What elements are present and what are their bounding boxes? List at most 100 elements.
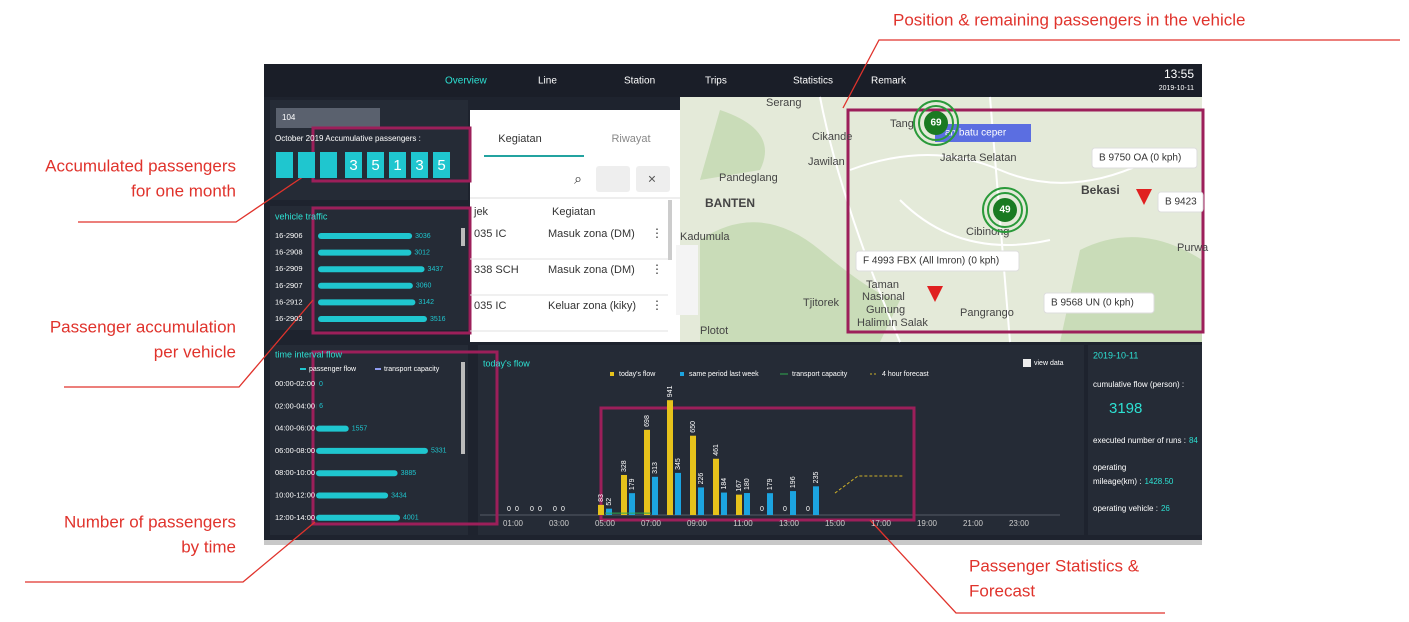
map-label: BANTEN bbox=[705, 196, 755, 210]
vehicle-callout-text[interactable]: B 9423 bbox=[1165, 197, 1197, 208]
nav-item[interactable]: Statistics bbox=[793, 76, 833, 87]
legend-swatch bbox=[375, 368, 381, 370]
bar bbox=[621, 475, 627, 515]
x-tick-label: 21:00 bbox=[963, 519, 984, 528]
view-data[interactable]: view data bbox=[1034, 360, 1064, 367]
bar-label: 0 bbox=[515, 506, 519, 513]
map-label: Gunung bbox=[866, 304, 905, 316]
vehicle-value: 3142 bbox=[418, 299, 434, 306]
legend-label: transport capacity bbox=[384, 366, 440, 373]
map-label: Tang bbox=[890, 118, 914, 130]
collapse-handle[interactable] bbox=[676, 245, 698, 315]
x-tick-label: 05:00 bbox=[595, 519, 616, 528]
time-value: 1557 bbox=[352, 425, 368, 432]
annotation-text: by time bbox=[181, 537, 236, 556]
map-label: Kadumula bbox=[680, 231, 730, 243]
row-menu[interactable]: ⋮ bbox=[651, 262, 663, 276]
vehicle-id: 16-2909 bbox=[275, 264, 303, 273]
bar-label: 0 bbox=[783, 506, 787, 513]
time-range: 08:00-10:00 bbox=[275, 468, 315, 477]
search-icon[interactable]: ⌕ bbox=[574, 171, 582, 187]
cell: 035 IC bbox=[474, 300, 506, 312]
vehicle-value: 3060 bbox=[416, 283, 432, 290]
legend-label: passenger flow bbox=[309, 366, 357, 373]
bar-label: 0 bbox=[530, 506, 534, 513]
map-label: Tjitorek bbox=[803, 297, 840, 309]
map-label: Halimun Salak bbox=[857, 317, 928, 329]
columns-button[interactable] bbox=[596, 166, 630, 192]
summary-label: cumulative flow (person) : bbox=[1093, 380, 1184, 389]
section-title: vehicle traffic bbox=[275, 211, 328, 221]
summary-label: mileage(km) : bbox=[1093, 477, 1141, 486]
clock-date: 2019-10-11 bbox=[1159, 85, 1194, 92]
summary-label: operating vehicle : bbox=[1093, 504, 1158, 513]
annotation-text: for one month bbox=[131, 181, 236, 200]
bar bbox=[644, 430, 650, 515]
select-value[interactable]: 104 bbox=[282, 113, 296, 122]
bar-label: 196 bbox=[790, 476, 797, 488]
row-menu[interactable]: ⋮ bbox=[651, 226, 663, 240]
vehicle-bar bbox=[318, 283, 413, 289]
column-header: jek bbox=[473, 206, 489, 218]
bar-label: 345 bbox=[675, 458, 682, 470]
vehicle-value: 3012 bbox=[414, 249, 430, 256]
nav-item[interactable]: Line bbox=[538, 76, 557, 87]
nav-item[interactable]: Trips bbox=[705, 76, 727, 87]
vehicle-id: 16-2907 bbox=[275, 281, 303, 290]
bar bbox=[690, 436, 696, 515]
annotation-text: Passenger accumulation bbox=[50, 317, 236, 336]
scrollbar bbox=[668, 200, 672, 260]
bar bbox=[790, 491, 796, 515]
map-label: Purwa bbox=[1177, 242, 1209, 254]
bar bbox=[606, 509, 612, 515]
vehicle-callout-text[interactable]: B 9750 OA (0 kph) bbox=[1099, 153, 1181, 164]
time-value: 5331 bbox=[431, 448, 447, 455]
time-value: 4001 bbox=[403, 515, 419, 522]
annotation-text: Accumulated passengers bbox=[45, 156, 236, 175]
cluster-count[interactable]: 69 bbox=[930, 118, 942, 129]
close-icon[interactable]: × bbox=[648, 171, 656, 187]
vehicle-callout-text[interactable]: B 9568 UN (0 kph) bbox=[1051, 298, 1134, 309]
bar-label: 167 bbox=[736, 480, 743, 492]
scrollbar bbox=[461, 228, 465, 246]
tab[interactable]: Kegiatan bbox=[498, 133, 541, 145]
summary-big: 3198 bbox=[1109, 400, 1142, 417]
cell: Keluar zona (kiky) bbox=[548, 300, 636, 312]
time-range: 04:00-06:00 bbox=[275, 424, 315, 433]
summary-value: 84 bbox=[1189, 436, 1198, 445]
row-menu[interactable]: ⋮ bbox=[651, 298, 663, 312]
bar-label: 226 bbox=[698, 473, 705, 485]
legend-label: 4 hour forecast bbox=[882, 371, 929, 378]
cluster-count[interactable]: 49 bbox=[999, 205, 1011, 216]
x-tick-label: 23:00 bbox=[1009, 519, 1030, 528]
clock-time: 13:55 bbox=[1164, 67, 1194, 81]
bar-label: 0 bbox=[538, 506, 542, 513]
view-data-checkbox[interactable] bbox=[1023, 359, 1031, 367]
bar-label: 83 bbox=[598, 494, 605, 502]
annotation-text: Number of passengers bbox=[64, 512, 236, 531]
scrollbar bbox=[461, 362, 465, 454]
x-tick-label: 15:00 bbox=[825, 519, 846, 528]
time-range: 00:00-02:00 bbox=[275, 379, 315, 388]
bar bbox=[744, 493, 750, 515]
vehicle-callout-text[interactable]: F 4993 FBX (All Imron) (0 kph) bbox=[863, 256, 999, 267]
bar-label: 235 bbox=[813, 472, 820, 484]
nav-item[interactable]: Remark bbox=[871, 76, 907, 87]
time-bar bbox=[316, 470, 398, 476]
time-range: 02:00-04:00 bbox=[275, 401, 315, 410]
map-label: Pangrango bbox=[960, 307, 1014, 319]
bottom-bar bbox=[264, 540, 1202, 545]
map-label: Jakarta Selatan bbox=[940, 152, 1016, 164]
time-bar bbox=[316, 493, 388, 499]
tab[interactable]: Riwayat bbox=[611, 133, 650, 145]
bar-label: 52 bbox=[606, 498, 613, 506]
x-tick-label: 17:00 bbox=[871, 519, 892, 528]
vehicle-id: 16-2912 bbox=[275, 297, 303, 306]
map-label: Taman bbox=[866, 279, 899, 291]
time-range: 12:00-14:00 bbox=[275, 513, 315, 522]
nav-item[interactable]: Overview bbox=[445, 76, 487, 87]
summary-value: 26 bbox=[1161, 504, 1170, 513]
map-label: Plotot bbox=[700, 325, 728, 337]
bar bbox=[721, 493, 727, 515]
nav-item[interactable]: Station bbox=[624, 76, 655, 87]
